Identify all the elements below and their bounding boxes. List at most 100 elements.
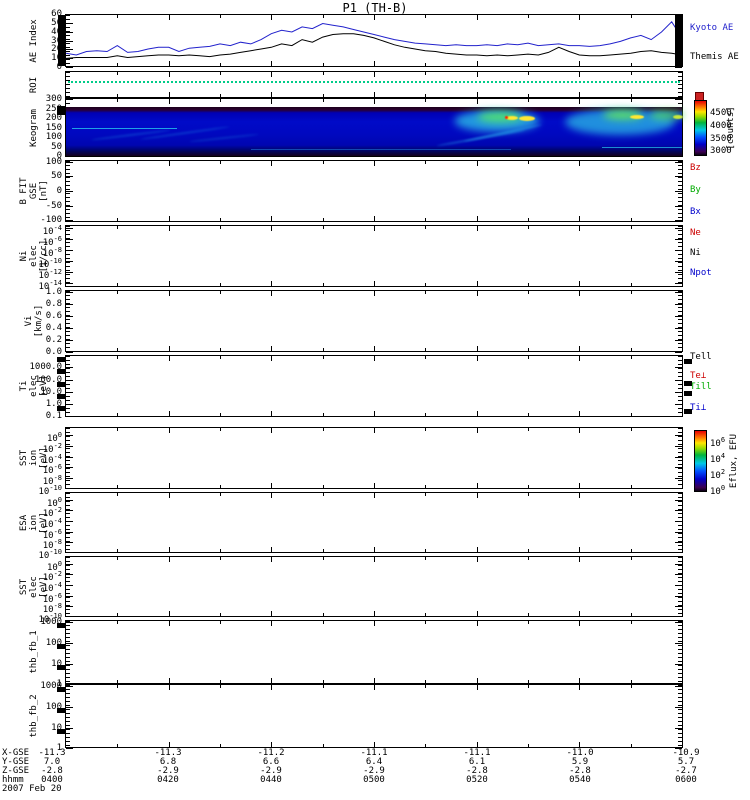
- tick-mark: [117, 348, 119, 351]
- tick-mark: [374, 61, 375, 66]
- series-label-by: By: [690, 185, 701, 196]
- tick-mark: [66, 303, 73, 305]
- tick-mark: [117, 493, 119, 496]
- xaxis-value-z: -2.9: [363, 766, 385, 776]
- tick-mark: [425, 744, 427, 747]
- date-label: 2007 Feb 20: [2, 784, 62, 794]
- ytick-label: 50: [51, 17, 62, 28]
- tick-mark: [66, 403, 73, 405]
- panel-ylabel: [km/s]: [34, 304, 44, 338]
- tick-mark: [579, 493, 581, 498]
- tick-mark: [630, 283, 632, 286]
- tick-mark: [425, 161, 427, 164]
- series-label-bz: Bz: [690, 163, 701, 174]
- tick-mark: [117, 557, 119, 560]
- tick-mark: [271, 15, 273, 20]
- tick-mark: [220, 549, 221, 552]
- tick-mark: [476, 685, 478, 690]
- tick-mark: [117, 413, 119, 416]
- tick-mark: [425, 680, 427, 683]
- tick-mark: [220, 291, 221, 294]
- tick-mark: [271, 99, 273, 104]
- tick-mark: [675, 574, 682, 576]
- axis-blob: [57, 622, 65, 628]
- tick-mark: [220, 15, 221, 18]
- tick-mark: [425, 63, 427, 66]
- tick-mark: [66, 574, 73, 576]
- series-label-npot: Npot: [690, 268, 712, 279]
- tick-mark: [528, 493, 529, 496]
- tick-mark: [168, 281, 170, 286]
- tick-mark: [271, 92, 273, 97]
- tick-mark: [675, 228, 682, 230]
- keogram-feature: [603, 110, 644, 120]
- exponent: -6: [53, 591, 62, 600]
- tick-mark: [425, 557, 427, 560]
- panel-bfit: [65, 160, 683, 222]
- exponent: 0: [57, 559, 62, 568]
- panel-ylabel: GSE: [29, 182, 39, 200]
- ytick-label: 10-2: [42, 570, 62, 584]
- tick-mark: [425, 226, 427, 229]
- minor-ticks: [66, 493, 70, 552]
- exponent: -6: [53, 527, 62, 536]
- tick-mark: [168, 15, 170, 20]
- tick-mark: [117, 613, 119, 616]
- xaxis-value-t: 0600: [675, 775, 697, 785]
- panel-ylabel: SST: [19, 449, 29, 467]
- ytick-label: 10-8: [42, 538, 62, 552]
- ytick-label: 100: [46, 495, 62, 509]
- ytick-label: 60: [51, 9, 62, 19]
- minor-ticks: [66, 557, 70, 616]
- tick-mark: [66, 563, 73, 565]
- tick-mark: [630, 549, 632, 552]
- ytick-label: 1000: [40, 616, 62, 627]
- panel-ylabel: [nT]: [39, 180, 49, 202]
- ytick-label: 10-4: [42, 224, 62, 238]
- tick-mark: [630, 161, 632, 164]
- tick-mark: [322, 226, 324, 229]
- ytick-label: 10-8: [42, 602, 62, 616]
- exponent: -8: [53, 473, 62, 482]
- colorbar-tick-label: 4000: [710, 120, 732, 131]
- tick-mark: [630, 613, 632, 616]
- ytick-label: 10-14: [38, 278, 63, 292]
- tick-mark: [425, 413, 427, 416]
- keogram-feature: [72, 127, 178, 129]
- series-label-ne: Ne: [690, 228, 701, 239]
- ytick-label: -100: [40, 215, 62, 226]
- ytick-label: 10-6: [42, 527, 62, 541]
- keogram-feature: [518, 115, 535, 121]
- tick-mark: [675, 563, 682, 565]
- tick-mark: [66, 291, 73, 293]
- minor-ticks: [66, 685, 70, 747]
- tick-mark: [374, 742, 375, 747]
- tick-mark: [66, 272, 73, 274]
- colorbar-eflux: [694, 430, 707, 492]
- tick-mark: [117, 744, 119, 747]
- tick-mark: [168, 611, 170, 616]
- tick-mark: [322, 685, 324, 688]
- xaxis-value-t: 0520: [466, 775, 488, 785]
- xaxis-value-y: 5.7: [677, 757, 695, 767]
- tick-mark: [271, 226, 273, 231]
- tick-mark: [579, 678, 581, 683]
- tick-mark: [66, 499, 73, 501]
- tick-mark: [66, 228, 73, 230]
- tick-mark: [220, 161, 221, 164]
- panel-ylabel: elec: [29, 375, 39, 397]
- panel-ylabel: SST: [19, 578, 29, 595]
- tick-mark: [66, 176, 73, 178]
- ytick-label: 100: [46, 559, 62, 573]
- ytick-label: 10-6: [42, 591, 62, 605]
- xaxis-value-y: 6.6: [262, 757, 280, 767]
- tick-mark: [630, 15, 632, 18]
- tick-mark: [675, 291, 682, 293]
- tick-mark: [66, 40, 73, 42]
- ytick-label: 100: [46, 431, 62, 445]
- tick-mark: [66, 379, 73, 381]
- tick-mark: [476, 291, 478, 296]
- panel-ylabel: AE Index: [29, 18, 39, 63]
- tick-mark: [66, 161, 73, 163]
- tick-mark: [168, 161, 170, 166]
